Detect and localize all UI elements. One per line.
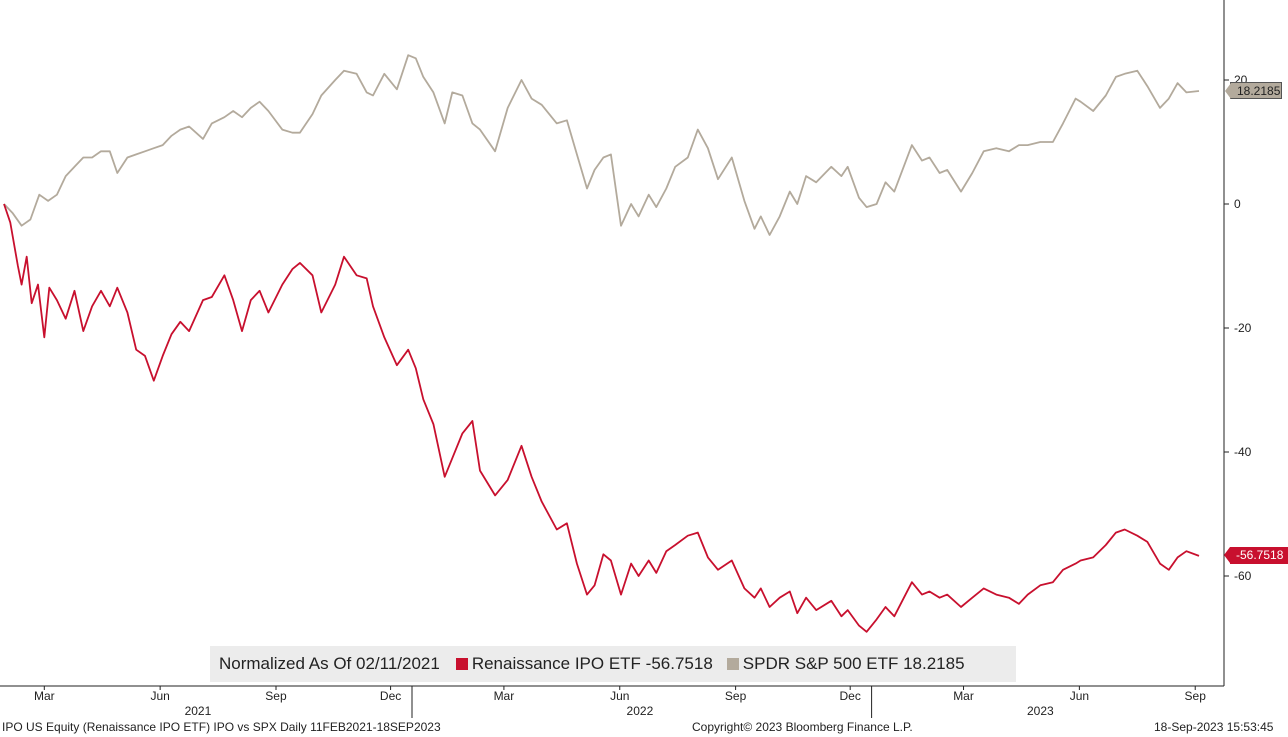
- legend-spx-label: SPDR S&P 500 ETF 18.2185: [742, 654, 965, 673]
- ipo-swatch-icon: [455, 658, 468, 670]
- x-tick-label: Jun: [1070, 689, 1089, 703]
- x-tick-label: Dec: [840, 689, 861, 703]
- year-label: 2022: [627, 704, 654, 718]
- year-label: 2021: [185, 704, 212, 718]
- series-layer: [3, 54, 1200, 633]
- spx-last-value-badge: 18.2185: [1225, 82, 1282, 99]
- x-tick-label: Sep: [725, 689, 747, 703]
- year-label: 2023: [1027, 704, 1054, 718]
- footer-timestamp: 18-Sep-2023 15:53:45: [1154, 720, 1274, 734]
- legend-entry-ipo[interactable]: Renaissance IPO ETF -56.7518: [455, 654, 713, 674]
- footer-copyright: Copyright© 2023 Bloomberg Finance L.P.: [692, 720, 913, 734]
- ipo-last-value-badge: -56.7518: [1224, 547, 1288, 564]
- x-tick-label: Jun: [150, 689, 169, 703]
- x-tick-label: Mar: [953, 689, 974, 703]
- spx-swatch-icon: [726, 658, 739, 670]
- x-tick-label: Mar: [34, 689, 55, 703]
- legend-title: Normalized As Of 02/11/2021: [219, 654, 440, 673]
- ipo-last-value: -56.7518: [1236, 548, 1284, 562]
- x-tick-label: Dec: [380, 689, 401, 703]
- spx-last-value: 18.2185: [1237, 84, 1281, 98]
- legend: Normalized As Of 02/11/2021 Renaissance …: [210, 646, 1016, 682]
- x-ticks: Mar Jun Sep Dec Mar Jun Sep Dec Mar Jun Sep 2021 202…: [34, 686, 1206, 718]
- y-tick-label: 0: [1234, 197, 1241, 211]
- x-tick-label: Jun: [610, 689, 629, 703]
- ipo-series-line: [3, 203, 1200, 633]
- spx-series-line: [3, 54, 1200, 236]
- legend-ipo-label: Renaissance IPO ETF -56.7518: [471, 654, 713, 673]
- y-tick-label: -20: [1234, 321, 1252, 335]
- x-tick-label: Sep: [1185, 689, 1207, 703]
- legend-entry-spx[interactable]: SPDR S&P 500 ETF 18.2185: [726, 654, 965, 674]
- y-ticks: 200-20-40-60: [1224, 73, 1252, 583]
- x-tick-label: Sep: [265, 689, 287, 703]
- footer-security-info: IPO US Equity (Renaissance IPO ETF) IPO …: [2, 720, 441, 734]
- axes: [0, 0, 1225, 687]
- y-tick-label: -40: [1234, 445, 1252, 459]
- x-tick-label: Mar: [494, 689, 515, 703]
- y-tick-label: -60: [1234, 569, 1252, 583]
